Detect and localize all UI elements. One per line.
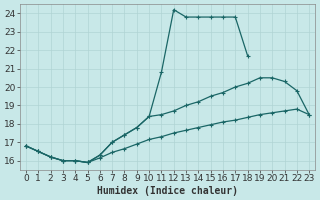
- X-axis label: Humidex (Indice chaleur): Humidex (Indice chaleur): [97, 186, 238, 196]
